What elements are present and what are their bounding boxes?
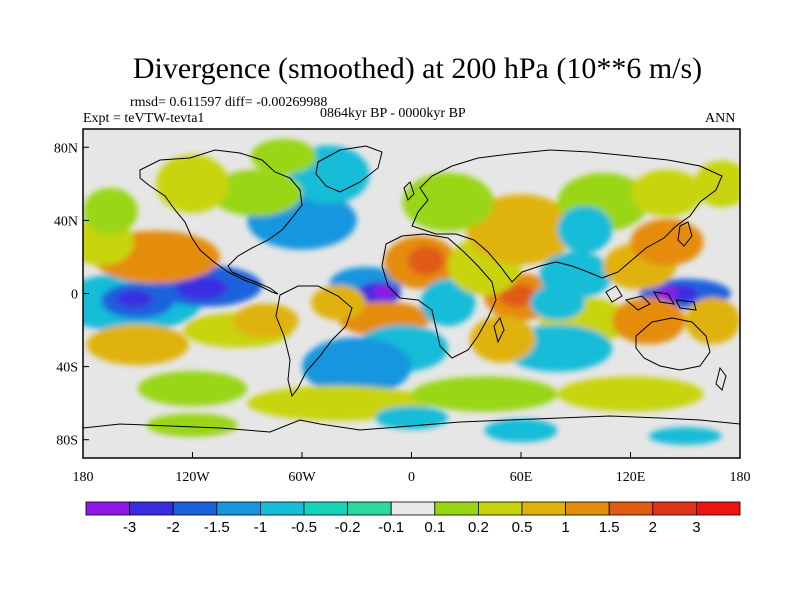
colorbar-label: -3 [123, 519, 136, 536]
field-blob [407, 245, 445, 276]
coast-madagascar [493, 316, 505, 344]
field-blob [115, 290, 153, 308]
field-blob [232, 303, 299, 339]
colorbar-swatch [347, 501, 392, 516]
stats-label: rmsd= 0.611597 diff= -0.00269988 [130, 95, 328, 110]
field-blob [156, 154, 229, 214]
coast-antarctica [83, 415, 740, 433]
season-label: ANN [705, 111, 736, 126]
colorbar-label: -1.5 [204, 519, 230, 536]
coast-north-america [139, 149, 303, 295]
colorbar-swatch [259, 501, 305, 516]
coast-africa [381, 233, 497, 359]
field-blob [484, 418, 558, 443]
colorbar-label: 0.2 [468, 519, 489, 536]
colorbar-swatch [477, 501, 523, 516]
colorbar-label: -2 [167, 519, 180, 536]
colorbar-label: -1 [254, 519, 267, 536]
field-blob [137, 370, 248, 407]
colorbar-label: 1 [561, 519, 569, 536]
lon-tick-label: 120W [175, 470, 210, 485]
lat-tick-label: 40S [56, 361, 78, 376]
coast-greenland [315, 145, 383, 193]
field-blob [375, 406, 448, 430]
colorbar-label: 3 [692, 519, 700, 536]
field-blob [630, 169, 704, 217]
coast-japan [677, 221, 693, 247]
field-blob [210, 169, 302, 217]
lon-tick-label: 180 [73, 470, 94, 485]
coast-indonesia [605, 285, 697, 311]
colorbar-label: -0.2 [335, 519, 361, 536]
coast-australia [635, 317, 711, 371]
field-blob [694, 160, 740, 208]
colorbar-swatch [129, 501, 174, 516]
map-title: Divergence (smoothed) at 200 hPa (10**6 … [132, 52, 703, 85]
colorbar-label: -0.1 [378, 519, 404, 536]
colorbar: -3 -2 -1.5 -1 -0.5 -0.2 -0.1 0.1 0.2 0.5 1 1.5 2 3 [85, 501, 741, 536]
colorbar-label: 1.5 [599, 519, 620, 536]
coast-britain [403, 181, 415, 201]
colorbar-label: 0.1 [424, 519, 445, 536]
field-blob [411, 376, 558, 412]
lat-tick-label: 80S [56, 434, 78, 449]
field-blob [373, 285, 396, 298]
colorbar-label: 2 [649, 519, 657, 536]
field-blob [466, 194, 576, 265]
coast-eurasia [411, 149, 723, 283]
colorbar-swatch [85, 501, 130, 516]
field-blob [469, 315, 536, 363]
colorbar-swatch [390, 501, 436, 516]
field-blob [302, 337, 412, 396]
field-blob [83, 187, 138, 235]
colorbar-swatch [172, 501, 218, 516]
field-blob [86, 324, 189, 366]
field-blob [420, 279, 476, 327]
field-blob [557, 206, 613, 253]
lat-tick-label: 40N [54, 214, 78, 229]
field-blob [250, 138, 317, 174]
field-blob [530, 285, 585, 321]
period-label: 0864kyr BP - 0000kyr BP [320, 106, 466, 121]
lon-tick-label: 0 [408, 470, 415, 485]
field-blob [630, 218, 704, 266]
field-blob [685, 297, 740, 345]
lon-tick-label: 180 [730, 470, 751, 485]
lat-tick-label: 80N [54, 141, 78, 156]
colorbar-swatch [434, 501, 479, 516]
colorbar-swatch [608, 501, 654, 516]
colorbar-swatch [652, 501, 697, 516]
field-blob [146, 413, 239, 437]
field-blob [311, 285, 366, 321]
longitude-axis: 180 120W 60W 0 60E 120E 180 [73, 452, 751, 485]
colorbar-swatch [696, 501, 741, 516]
colorbar-swatch [303, 501, 348, 516]
latitude-axis: 80N 40N 0 40S 80S [54, 141, 89, 449]
lon-tick-label: 60E [510, 470, 533, 485]
experiment-label: Expt = teVTW-tevta1 [83, 111, 205, 126]
colorbar-swatch [521, 501, 566, 516]
colorbar-label: 0.5 [512, 519, 533, 536]
field-blob [402, 172, 494, 232]
coast-new-zealand [715, 366, 727, 391]
lon-tick-label: 60W [288, 470, 316, 485]
field-blob [557, 376, 704, 412]
field-blob [648, 427, 722, 445]
field-blob [612, 297, 686, 345]
coastlines [83, 145, 740, 433]
field-blob [176, 276, 228, 300]
field-blob [499, 283, 536, 308]
colorbar-swatch [216, 501, 261, 516]
colorbar-swatch [565, 501, 610, 516]
coast-south-america [275, 285, 353, 398]
lat-tick-label: 0 [71, 288, 78, 303]
lon-tick-label: 120E [616, 470, 646, 485]
colorbar-label: -0.5 [291, 519, 317, 536]
